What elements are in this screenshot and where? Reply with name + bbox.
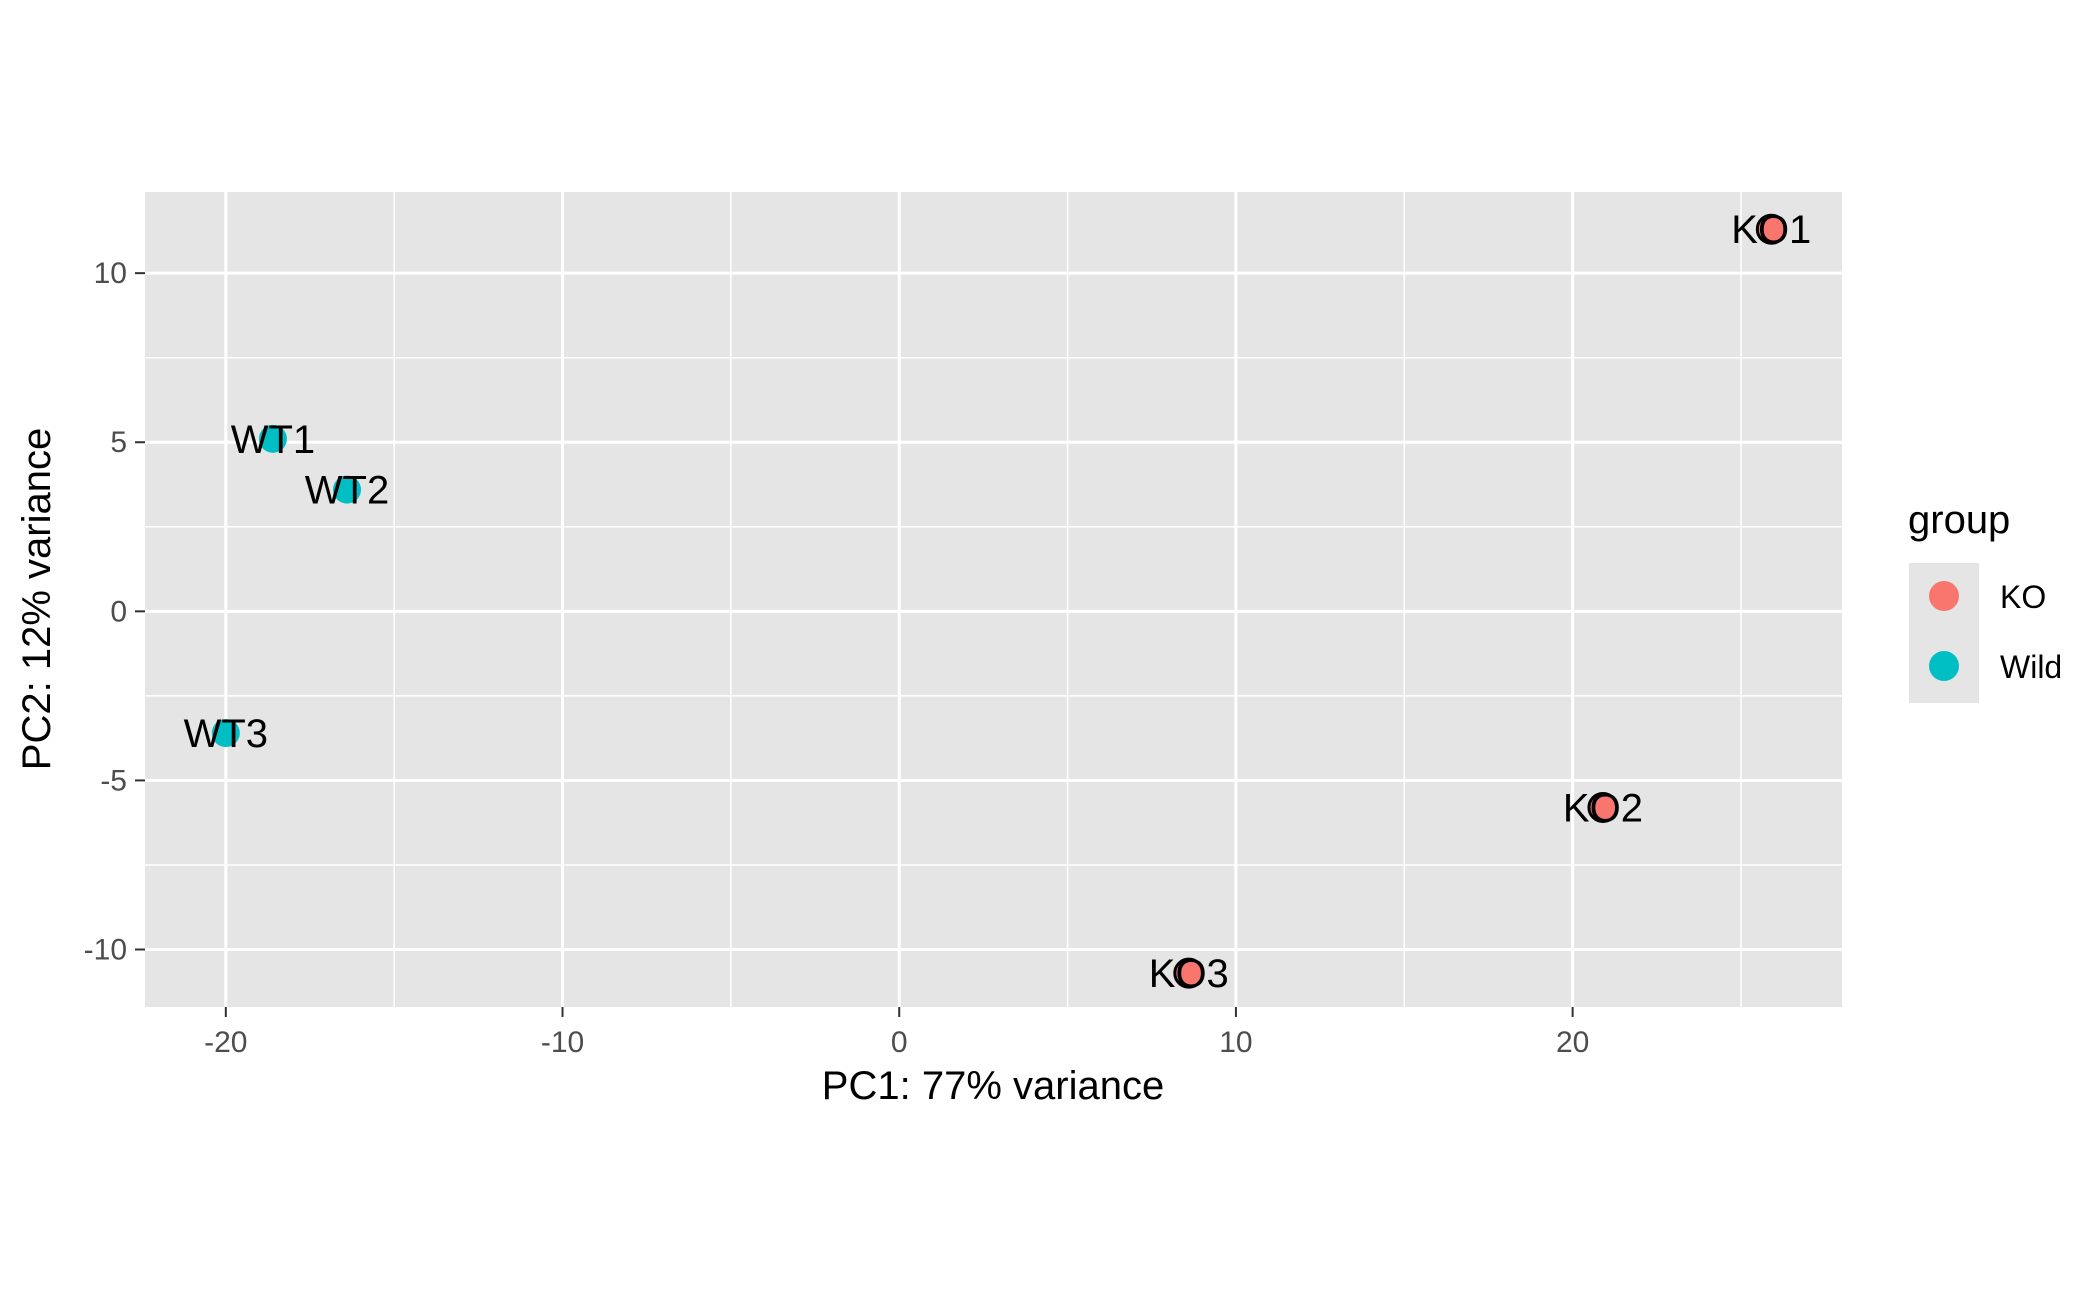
y-axis-title: PC2: 12% variance [15,428,59,770]
x-tick-label: 0 [891,1026,908,1059]
point-label-wt3: WT3 [184,712,268,756]
major-gridlines [145,192,1842,1007]
point-ko1 [1755,213,1787,245]
x-axis-title: PC1: 77% variance [822,1064,1164,1108]
y-tick-label: -5 [100,764,127,797]
y-tick-label: 5 [110,426,127,459]
x-tick-label: 10 [1219,1026,1252,1059]
point-label-ko1: KO1 [1731,208,1811,252]
point-labels: KO1 KO2 KO3 WT1 WT2 WT3 [184,208,1812,996]
y-tick-label: 0 [110,595,127,628]
legend-key-wild [1929,651,1959,681]
point-wt3 [211,719,240,748]
y-axis: -10 -5 0 5 10 [84,257,145,967]
point-label-wt1: WT1 [231,418,315,462]
point-ko3 [1173,957,1205,989]
point-wt2 [333,475,362,504]
point-wt1 [258,424,287,453]
point-label-wt2: WT2 [305,469,389,513]
x-tick-label: -20 [204,1026,247,1059]
point-label-ko3: KO3 [1149,952,1229,996]
minor-gridlines [145,192,1842,1007]
x-tick-label: -10 [541,1026,584,1059]
point-label-ko2: KO2 [1563,786,1643,830]
legend-label-wild: Wild [2000,649,2062,685]
plot-panel [145,192,1842,1007]
legend-label-ko: KO [2000,579,2046,615]
data-points [211,213,1787,989]
y-tick-label: 10 [94,257,127,290]
point-ko2 [1587,791,1619,823]
legend-title: group [1908,498,2010,542]
y-tick-label: -10 [84,934,127,967]
legend-key-ko [1929,581,1959,611]
x-tick-label: 20 [1556,1026,1589,1059]
legend: group KO Wild [1908,498,2062,703]
x-axis: -20 -10 0 10 20 [204,1007,1589,1059]
